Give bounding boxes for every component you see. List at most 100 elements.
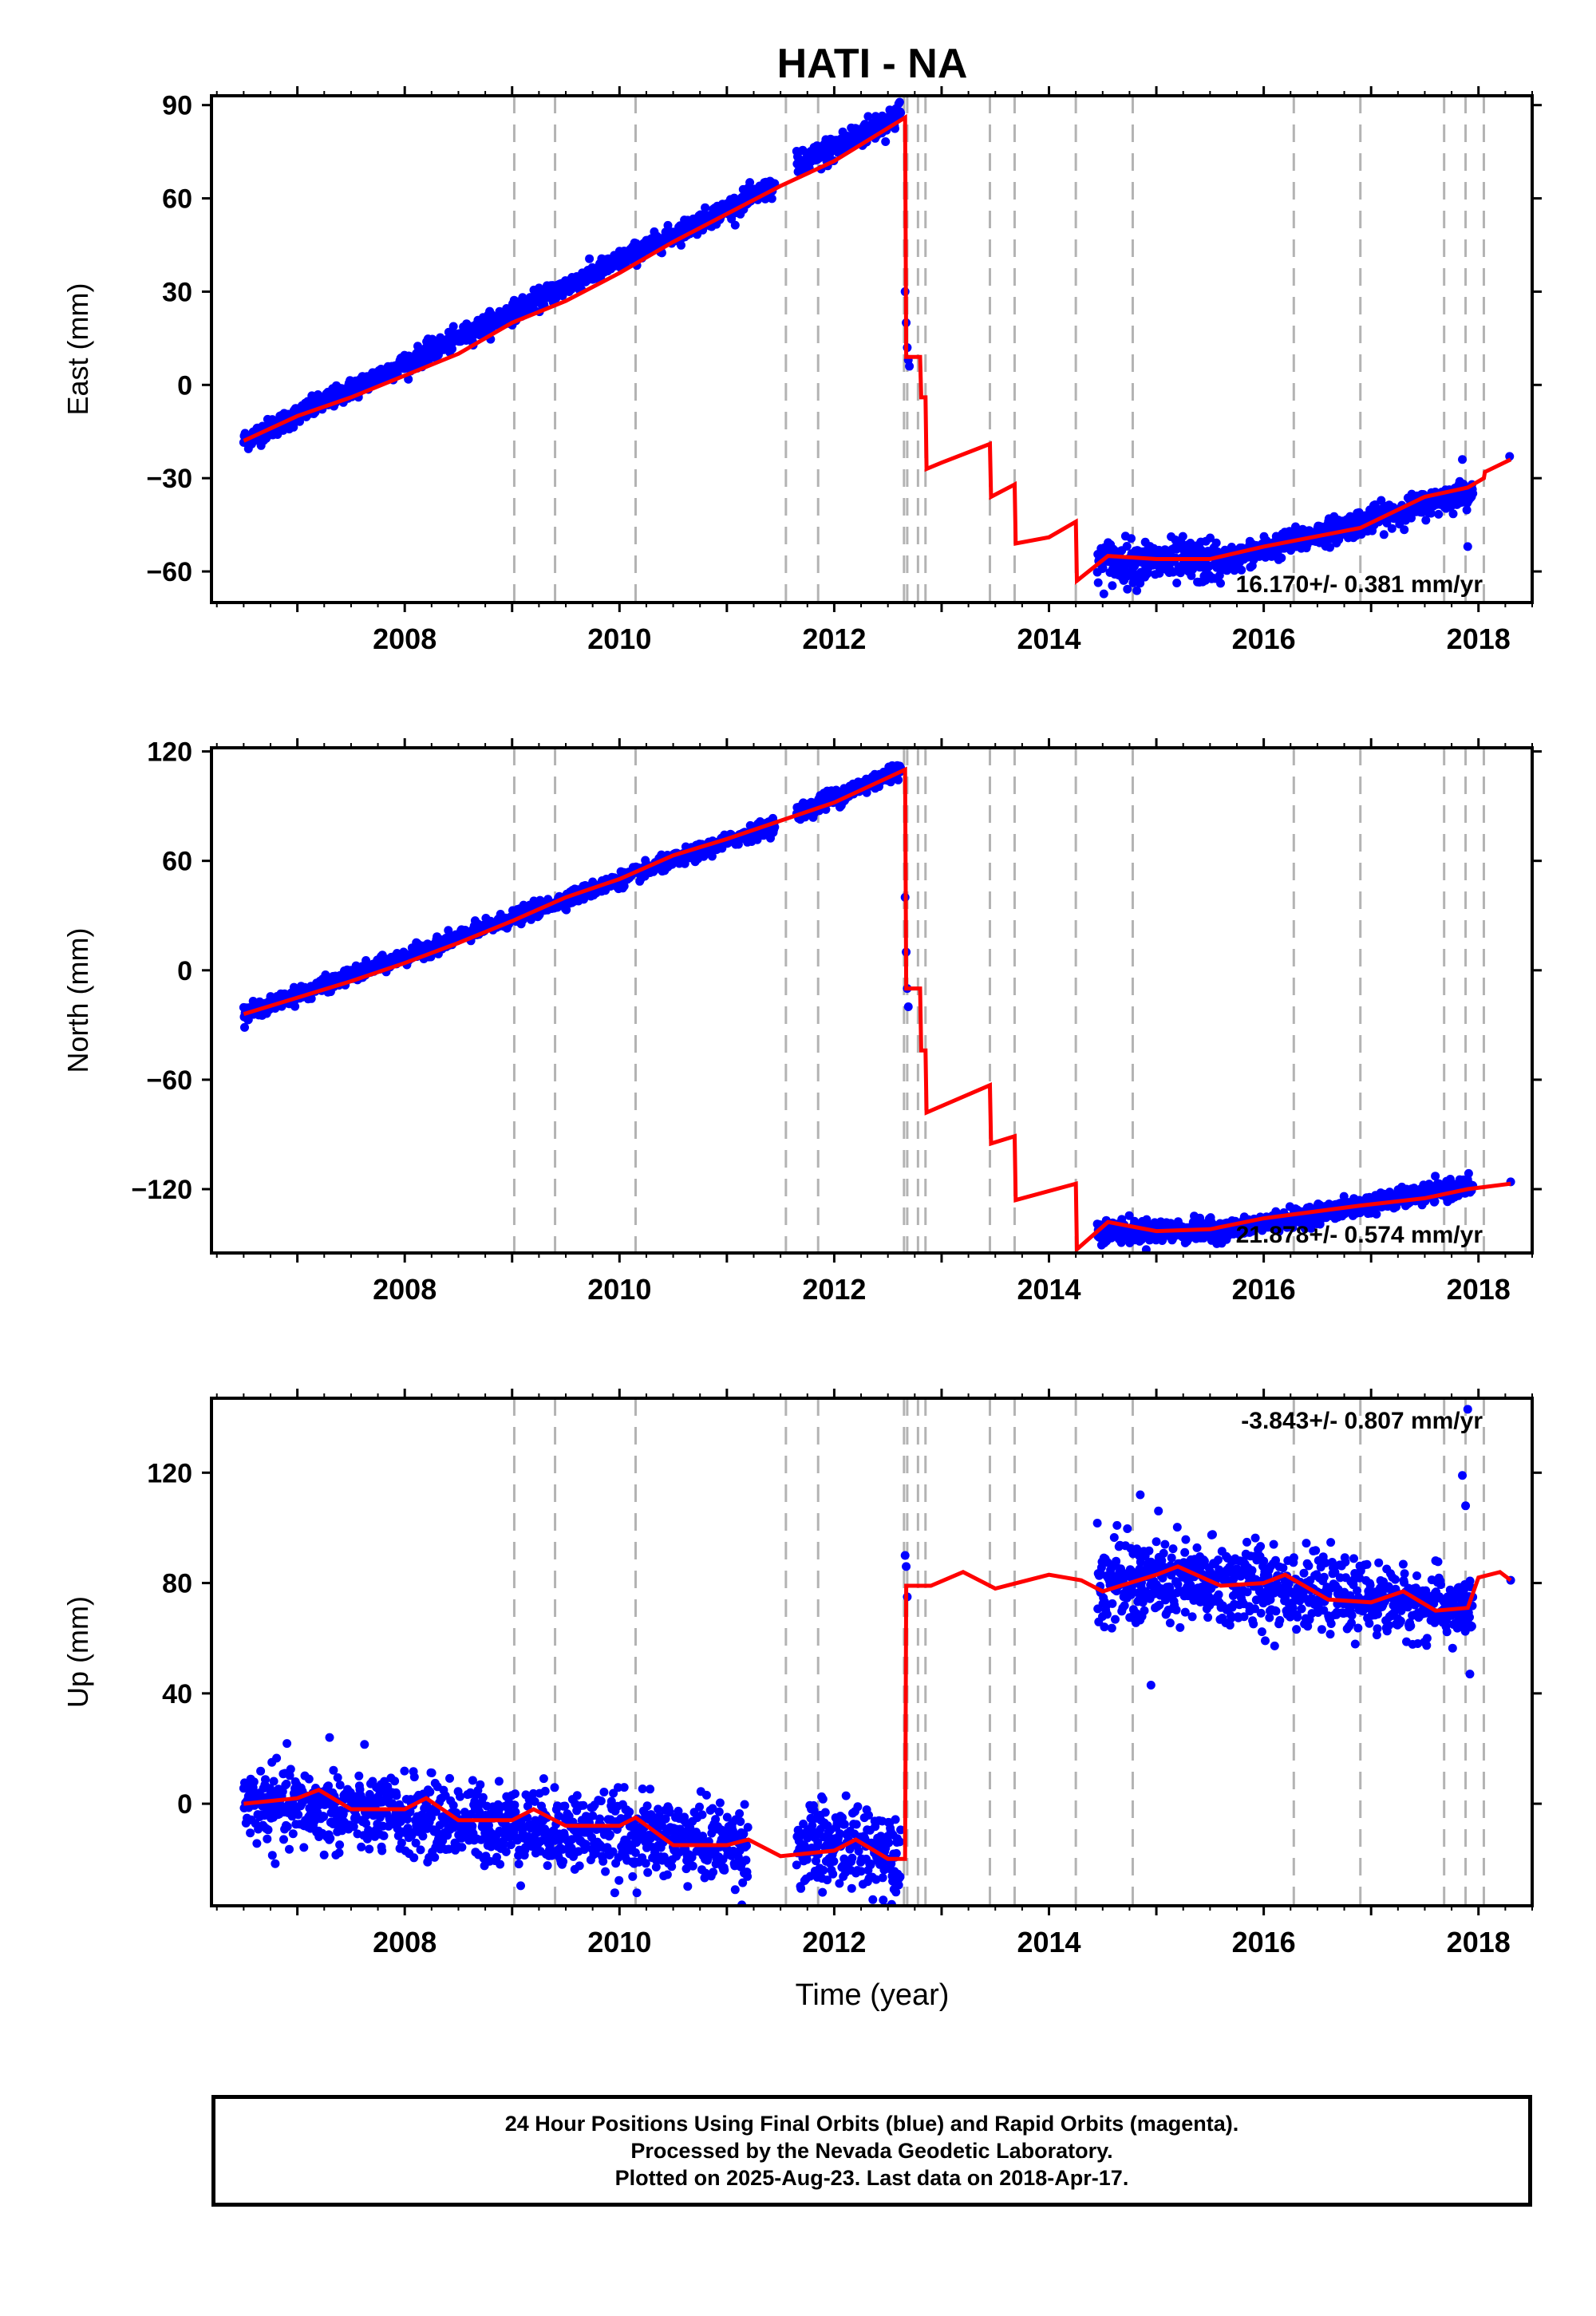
up-point [282, 1779, 291, 1788]
up-point [252, 1839, 262, 1848]
east-x-tick-label: 2016 [1232, 622, 1296, 655]
north-axes-frame [210, 746, 1534, 1255]
east-point [767, 194, 776, 204]
east-point [1462, 505, 1472, 515]
east-point [585, 254, 595, 263]
east-point [1211, 538, 1221, 547]
up-point [349, 1822, 358, 1832]
east-x-tick-label: 2018 [1447, 622, 1511, 655]
east-point [1468, 488, 1478, 498]
north-point [444, 926, 453, 935]
up-point [326, 1834, 335, 1843]
up-point [360, 1740, 369, 1749]
up-point [294, 1810, 303, 1820]
east-point [701, 203, 710, 212]
east-x-tick-label: 2010 [587, 622, 651, 655]
up-point [409, 1773, 419, 1782]
north-x-tick-label: 2008 [373, 1273, 437, 1306]
north-event-lines [512, 748, 1485, 1253]
north-point [753, 835, 762, 844]
east-y-tick-label: 30 [162, 277, 192, 307]
east-point [1325, 543, 1334, 552]
east-point [1387, 524, 1396, 533]
east-x-tick-label: 2014 [1017, 622, 1080, 655]
up-point [263, 1834, 272, 1844]
east-point [863, 112, 873, 121]
north-x-tick-label: 2012 [802, 1273, 866, 1306]
up-point [396, 1817, 405, 1826]
east-point [1277, 553, 1286, 563]
east-y-tick-label: 0 [177, 370, 192, 401]
up-point [263, 1825, 273, 1835]
east-point [1505, 452, 1515, 461]
east-rate-label: 16.170+/- 0.381 mm/yr [1236, 571, 1483, 598]
north-y-axis-label: North (mm) [61, 928, 94, 1073]
up-point [319, 1850, 329, 1860]
north-point [290, 1002, 300, 1011]
east-model-line [243, 113, 1512, 585]
up-point [299, 1843, 309, 1852]
up-point [329, 1765, 338, 1775]
east-point [895, 97, 904, 107]
up-point [335, 1840, 345, 1850]
east-point [295, 417, 304, 426]
north-x-tick-label: 2016 [1232, 1273, 1296, 1306]
up-point [256, 1766, 266, 1776]
up-point [286, 1765, 295, 1774]
north-x-tick-label: 2010 [587, 1273, 651, 1306]
up-data-points [239, 1405, 1515, 1906]
east-y-tick-label: −60 [146, 557, 192, 587]
east-y-axis-label: East (mm) [61, 283, 94, 416]
north-point [562, 905, 571, 915]
east-point [1458, 455, 1468, 464]
east-point [1216, 579, 1225, 588]
north-point [306, 994, 316, 1003]
north-point [619, 881, 629, 891]
north-data-points [239, 761, 1515, 1253]
north-x-tick-label: 2014 [1017, 1273, 1080, 1306]
east-point [1400, 525, 1409, 535]
east-y-tick-label: 60 [162, 184, 192, 215]
up-point [334, 1848, 344, 1858]
up-point [357, 1842, 366, 1852]
east-point [881, 137, 891, 146]
up-point [261, 1775, 270, 1784]
east-point [1123, 584, 1132, 594]
up-point [377, 1846, 387, 1856]
up-point [375, 1812, 385, 1822]
east-point [730, 220, 740, 230]
up-point [365, 1844, 374, 1854]
east-data-points [239, 97, 1515, 599]
north-point [1430, 1196, 1440, 1206]
north-y-tick-label: −120 [131, 1175, 192, 1205]
east-point [448, 322, 458, 331]
east-point [1093, 578, 1103, 587]
east-axes-frame [210, 94, 1534, 604]
up-point [288, 1829, 298, 1839]
up-point [269, 1777, 279, 1786]
east-point [905, 362, 915, 371]
east-point [1448, 509, 1458, 519]
east-x-tick-label: 2008 [373, 622, 437, 655]
east-y-tick-label: −30 [146, 464, 192, 494]
east-point [677, 240, 685, 250]
east-point [1127, 534, 1136, 543]
up-point [392, 1791, 401, 1800]
north-x-tick-label: 2018 [1447, 1273, 1511, 1306]
east-point [1237, 565, 1246, 575]
up-point [246, 1828, 255, 1838]
east-point [1379, 530, 1389, 539]
north-y-tick-label: −60 [146, 1065, 192, 1096]
up-point [361, 1819, 371, 1828]
east-point [1434, 509, 1444, 519]
east-point [1426, 508, 1436, 518]
north-point [1464, 1168, 1473, 1178]
east-point [1463, 542, 1472, 551]
up-point [282, 1822, 292, 1832]
east-point [448, 344, 456, 354]
up-point [338, 1809, 348, 1819]
